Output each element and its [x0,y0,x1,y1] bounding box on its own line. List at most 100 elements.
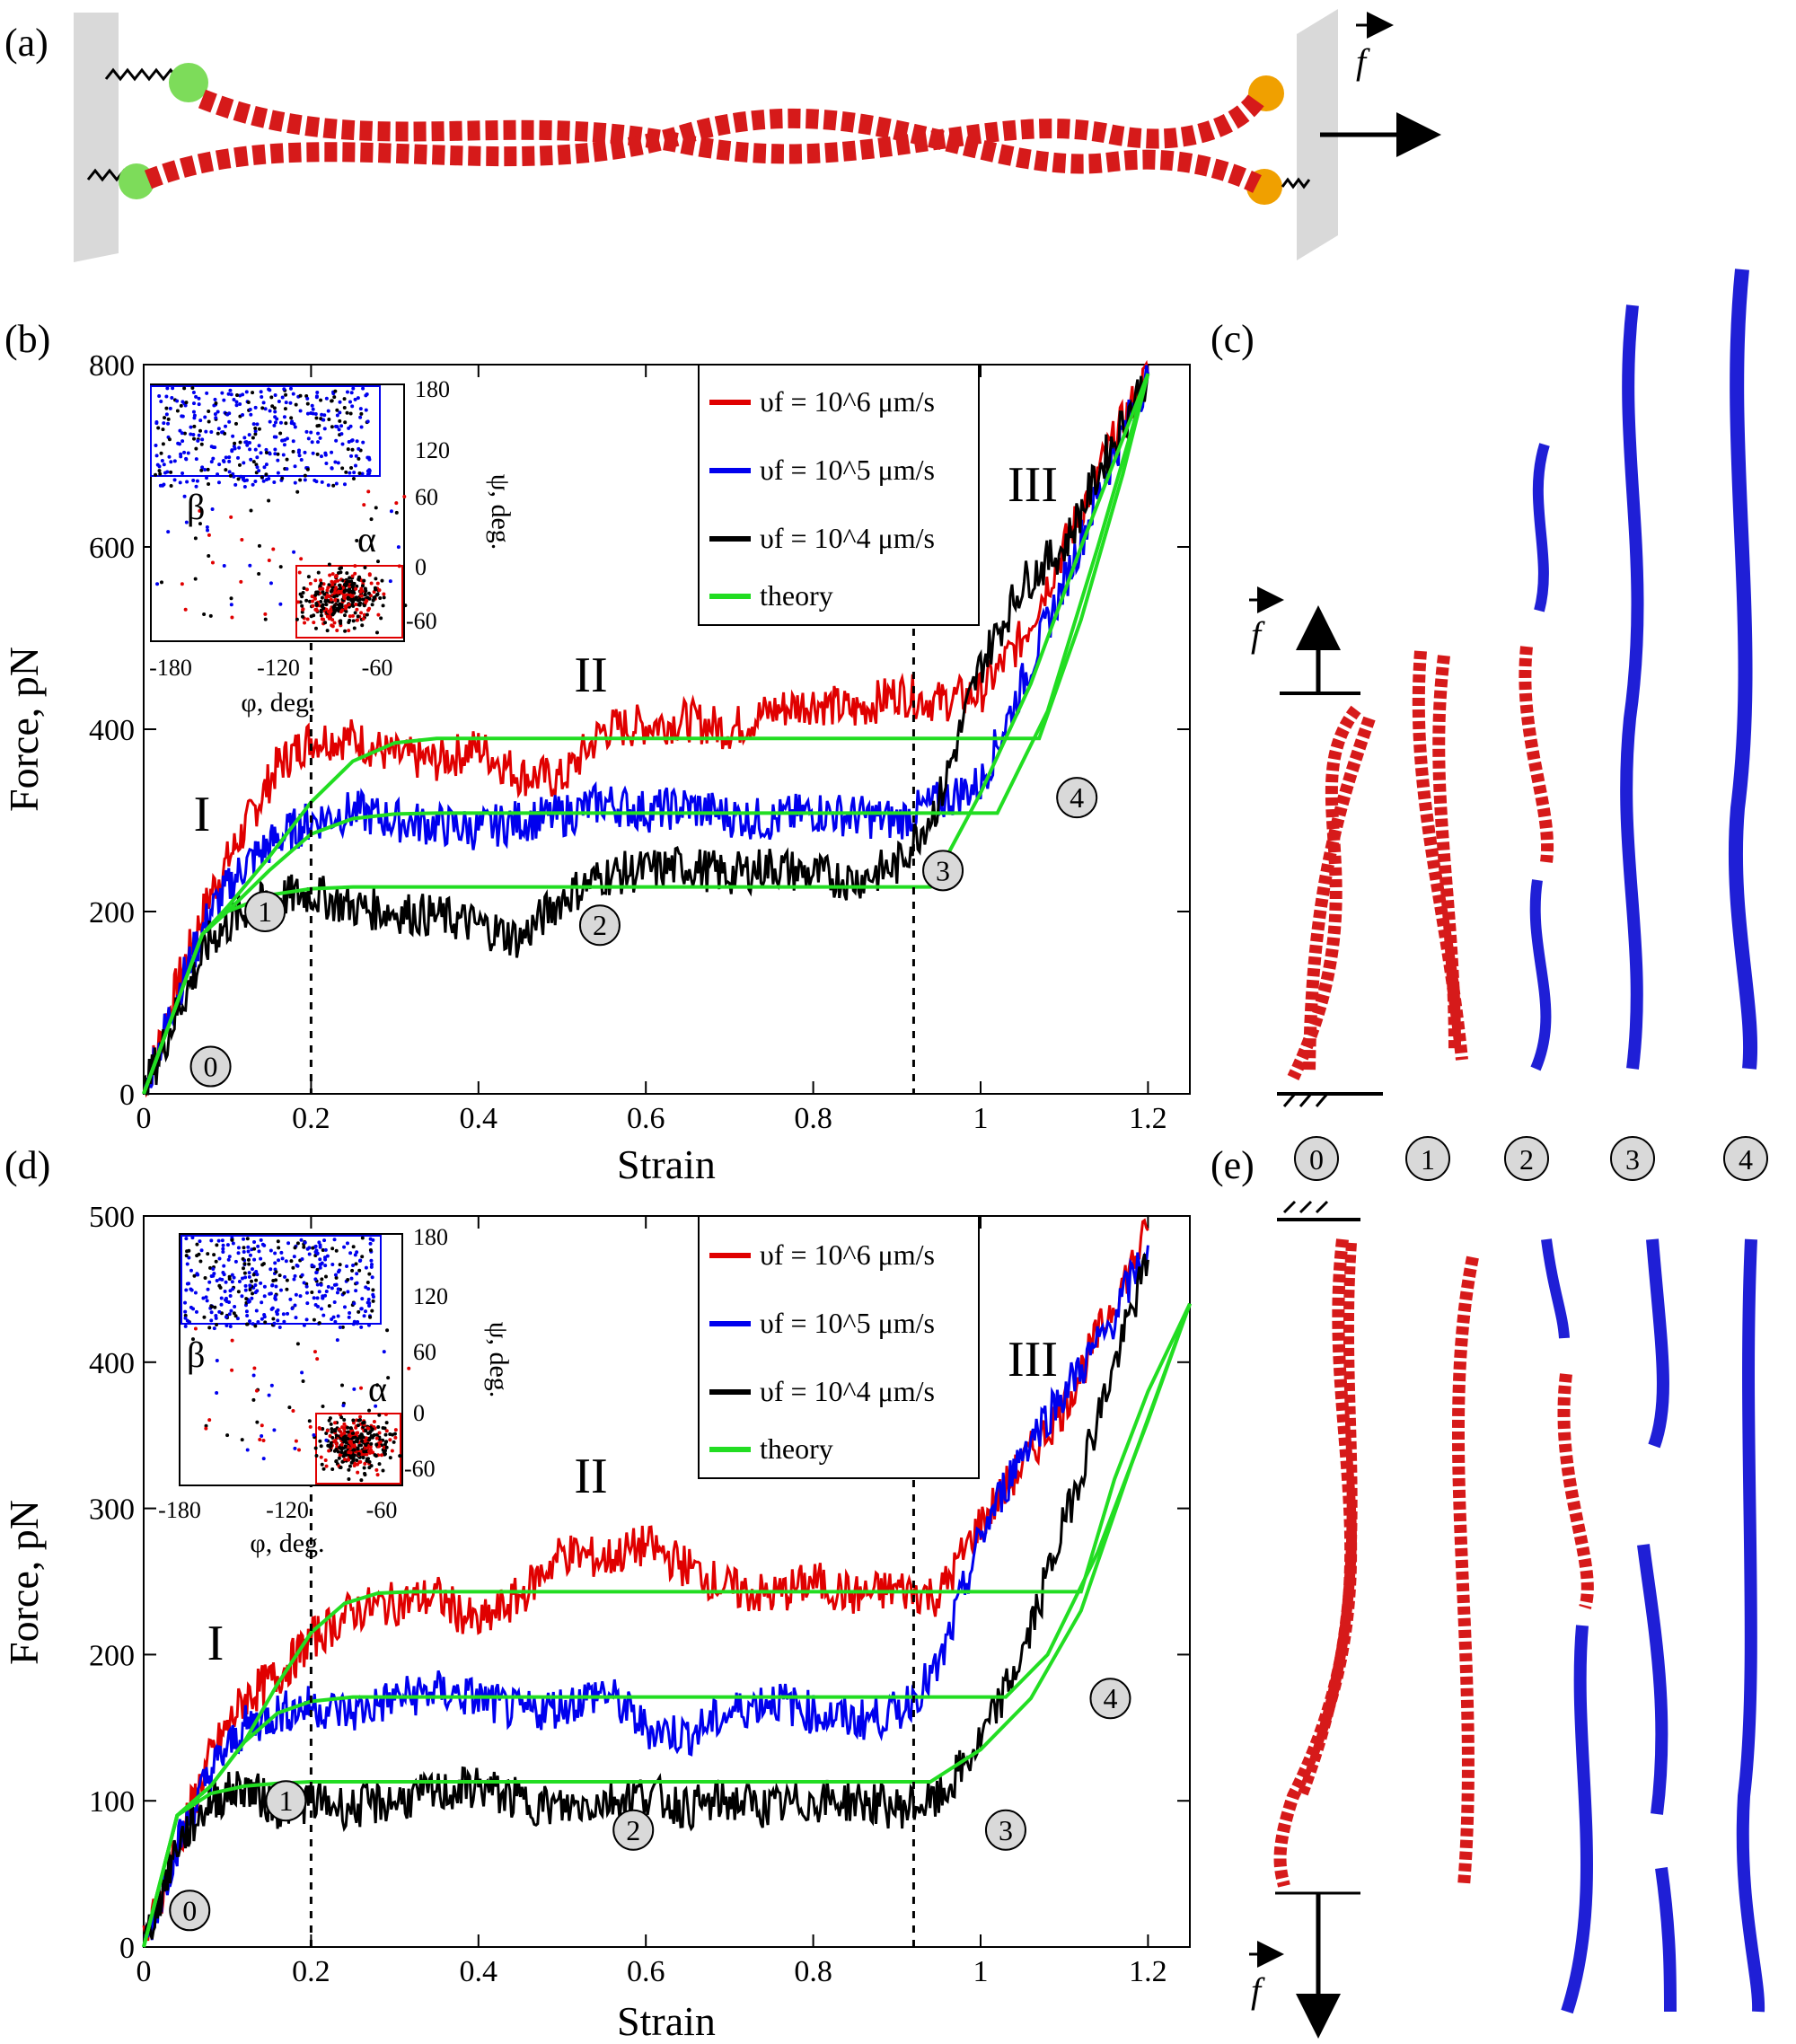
inset-dot-beta [234,403,239,408]
inset-dot-beta [205,476,209,480]
inset-dot-alpha [369,581,374,586]
inset-dot-beta [182,450,187,454]
inset-dot-alpha [349,579,354,584]
chart-d-ytick-label: 500 [89,1201,135,1234]
inset-dot-beta [336,1287,340,1291]
inset-dot-alpha [346,1425,350,1430]
inset-dot-beta [209,1318,214,1323]
inset-dot-scatter [207,1418,212,1423]
helix-strand-1 [198,89,1266,164]
inset-dot-beta [214,416,218,420]
inset-dot-beta [172,478,177,482]
inset-dot-alpha [339,1442,344,1447]
inset-dot-beta [255,1273,260,1277]
inset-dot-beta [272,1321,277,1326]
inset-dot-scatter [360,1439,365,1443]
inset-dot-beta [221,1243,225,1247]
inset-dot-alpha [330,582,335,586]
inset-dot-alpha [384,1445,389,1449]
inset-dot-alpha [346,588,350,593]
panel-label-b: (b) [4,317,50,361]
inset-dot-beta [211,1273,216,1278]
inset-dot-beta [298,409,303,413]
inset-dot-scatter [180,582,184,586]
inset-dot-beta [350,1268,355,1273]
inset-dot-scatter [155,582,160,586]
chart-d-ylabel: Force, pN [1,1500,47,1665]
inset-dot-scatter [388,579,392,584]
inset-dot-beta [273,415,277,419]
inset-dot-beta [302,1245,306,1249]
inset-dot-alpha [333,1421,338,1425]
inset-dot-scatter [159,580,163,585]
inset-b-xtick-2: -120 [257,655,300,681]
inset-dot-beta [261,401,266,405]
inset-dot-alpha [329,607,333,612]
inset-dot-beta [164,394,169,399]
inset-dot-alpha [324,603,329,607]
inset-dot-scatter [278,602,283,606]
inset-dot-beta [346,1290,350,1294]
inset-dot-beta [178,428,182,433]
inset-dot-beta [159,399,163,403]
inset-dot-alpha [358,597,363,602]
inset-dot-scatter [208,613,213,618]
inset-dot-beta [300,1273,304,1277]
structure-e1-helix [1451,1255,1479,1887]
inset-dot-alpha [350,613,355,618]
inset-dot-beta [263,1320,268,1325]
inset-dot-alpha [317,1426,321,1431]
inset-dot-scatter [292,550,296,554]
structure-e2-sheet-top [1541,1238,1570,1339]
inset-dot-beta [227,459,232,463]
structure-e0-helix-2 [1297,1242,1358,1799]
inset-dot-beta [345,390,349,394]
inset-dot-alpha [357,1418,362,1423]
chart-b-ytick-label: 200 [89,896,135,929]
chart-b-state-circle [189,1045,232,1088]
inset-dot-beta [242,1246,246,1250]
inset-dot-beta [227,1255,232,1259]
inset-dot-beta [334,438,339,443]
inset-dot-alpha [350,574,355,578]
inset-dot-beta [276,1318,280,1323]
inset-dot-alpha [365,1426,370,1431]
chart-b-regime-2: II [574,648,607,703]
inset-dot-beta [253,1283,258,1288]
inset-dot-alpha [319,599,323,604]
inset-dot-alpha [329,1422,333,1426]
inset-dot-beta [283,437,287,442]
left-wall [74,13,119,262]
inset-dot-beta [348,1310,352,1315]
inset-dot-alpha [342,1452,347,1457]
inset-dot-beta [315,1304,320,1308]
inset-dot-scatter [379,616,383,621]
inset-dot-alpha [352,581,357,586]
inset-dot-scatter [267,559,271,563]
inset-dot-beta [316,431,321,436]
inset-dot-beta [342,397,347,401]
chart-d-xtick-label: 0.8 [794,1955,832,1988]
inset-dot-scatter [386,1376,391,1380]
inset-dot-alpha [339,1415,344,1420]
inset-dot-beta [255,1289,260,1293]
inset-dot-alpha [301,590,305,595]
inset-dot-alpha [351,1431,356,1435]
inset-dot-alpha [377,1413,382,1417]
chart-b-ytick-label: 0 [119,1079,135,1112]
inset-dot-beta [367,1304,372,1308]
inset-dot-beta [214,401,218,405]
inset-dot-beta [335,408,339,412]
inset-dot-beta [250,1279,254,1283]
inset-dot-alpha [344,1440,348,1445]
inset-dot-alpha [384,1429,389,1433]
inset-dot-beta [214,1259,218,1264]
inset-dot-beta [194,457,198,462]
inset-dot-beta [269,1248,273,1253]
inset-dot-alpha [382,595,386,600]
inset-dot-scatter [267,1393,271,1397]
inset-dot-alpha [353,571,357,576]
anchor-hatch-e [1282,1200,1329,1214]
inset-dot-beta [251,391,255,395]
inset-dot-beta [360,1236,365,1240]
